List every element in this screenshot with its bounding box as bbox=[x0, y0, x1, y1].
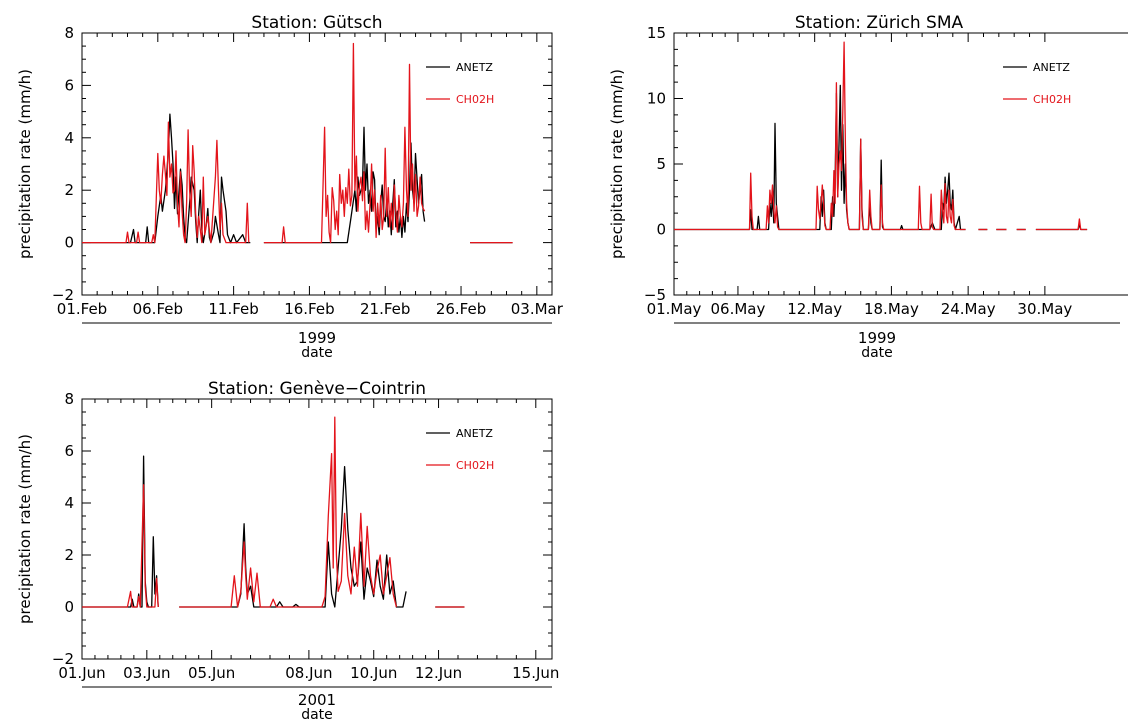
series-ch02h bbox=[674, 41, 1088, 231]
x-tick-label: 01.Jun bbox=[58, 664, 105, 682]
series-line-segment bbox=[82, 484, 159, 608]
year-label: 2001 bbox=[298, 691, 336, 709]
x-tick-label: 03.Mar bbox=[511, 300, 564, 318]
x-tick-label: 30.May bbox=[1017, 300, 1072, 318]
series-line-segment bbox=[82, 113, 251, 244]
y-tick-label: −2 bbox=[52, 650, 74, 668]
x-tick-label: 12.May bbox=[787, 300, 842, 318]
series-line-segment bbox=[1035, 223, 1088, 231]
y-tick-label: 4 bbox=[64, 494, 74, 512]
y-tick-label: 8 bbox=[64, 390, 74, 408]
series-ch02h bbox=[82, 42, 513, 244]
legend-label-anetz: ANETZ bbox=[1033, 61, 1070, 74]
y-tick-label: 8 bbox=[64, 24, 74, 42]
x-tick-label: 15.Jun bbox=[512, 664, 559, 682]
y-tick-label: −2 bbox=[52, 286, 74, 304]
x-tick-label: 18.May bbox=[864, 300, 919, 318]
series-line-segment bbox=[263, 126, 426, 244]
x-tick-label: 12.Jun bbox=[415, 664, 462, 682]
chart-title: Station: Zürich SMA bbox=[795, 13, 964, 33]
series-line-segment bbox=[179, 465, 407, 608]
y-tick-label: 10 bbox=[647, 90, 666, 108]
y-tick-label: 0 bbox=[64, 598, 74, 616]
chart-panel-1: Station: Zürich SMA precipitation rate (m… bbox=[608, 13, 1128, 361]
x-tick-label: 11.Feb bbox=[208, 300, 258, 318]
legend-label-ch02h: CH02H bbox=[1033, 93, 1071, 106]
chart-title: Station: Gütsch bbox=[251, 13, 382, 33]
series-line-segment bbox=[82, 121, 250, 244]
x-tick-label: 26.Feb bbox=[436, 300, 486, 318]
y-tick-label: 5 bbox=[656, 155, 666, 173]
legend-label-anetz: ANETZ bbox=[456, 427, 493, 440]
y-tick-label: 6 bbox=[64, 442, 74, 460]
chart-panel-2: Station: Genève−Cointrin precipitation ra… bbox=[16, 379, 559, 723]
series-anetz bbox=[82, 113, 513, 244]
x-tick-label: 06.Feb bbox=[133, 300, 183, 318]
y-axis-label: precipitation rate (mm/h) bbox=[16, 69, 34, 259]
series-line-segment bbox=[1035, 218, 1088, 231]
series-line-segment bbox=[82, 455, 159, 608]
year-label: 1999 bbox=[858, 329, 896, 347]
y-tick-label: 2 bbox=[64, 181, 74, 199]
series-line-segment bbox=[674, 41, 966, 231]
y-tick-label: 2 bbox=[64, 546, 74, 564]
x-tick-label: 06.May bbox=[711, 300, 766, 318]
x-tick-label: 01.Feb bbox=[57, 300, 107, 318]
chart-panel-0: Station: Gütsch precipitation rate (mm/h)… bbox=[16, 13, 564, 361]
x-tick-label: 01.May bbox=[647, 300, 702, 318]
y-tick-label: 6 bbox=[64, 76, 74, 94]
series-ch02h bbox=[82, 416, 465, 608]
x-tick-label: 03.Jun bbox=[123, 664, 170, 682]
series-line-segment bbox=[263, 42, 426, 244]
x-axis-label: date bbox=[301, 345, 333, 361]
chart-title: Station: Genève−Cointrin bbox=[208, 379, 426, 399]
x-axis-label: date bbox=[861, 345, 893, 361]
x-tick-label: 05.Jun bbox=[188, 664, 235, 682]
x-tick-label: 08.Jun bbox=[285, 664, 332, 682]
series-anetz bbox=[82, 455, 465, 608]
series-line-segment bbox=[179, 416, 398, 608]
x-tick-label: 24.May bbox=[941, 300, 996, 318]
legend-label-ch02h: CH02H bbox=[456, 459, 494, 472]
x-tick-label: 10.Jun bbox=[350, 664, 397, 682]
x-axis-label: date bbox=[301, 707, 333, 723]
y-axis-label: precipitation rate (mm/h) bbox=[608, 69, 626, 259]
legend-label-ch02h: CH02H bbox=[456, 93, 494, 106]
series-line-segment bbox=[674, 84, 966, 231]
y-tick-label: 0 bbox=[656, 221, 666, 239]
x-tick-label: 21.Feb bbox=[360, 300, 410, 318]
year-label: 1999 bbox=[298, 329, 336, 347]
y-tick-label: −5 bbox=[644, 286, 666, 304]
x-tick-label: 16.Feb bbox=[284, 300, 334, 318]
y-tick-label: 4 bbox=[64, 129, 74, 147]
legend-label-anetz: ANETZ bbox=[456, 61, 493, 74]
y-tick-label: 15 bbox=[647, 24, 666, 42]
y-axis-label: precipitation rate (mm/h) bbox=[16, 434, 34, 624]
y-tick-label: 0 bbox=[64, 234, 74, 252]
